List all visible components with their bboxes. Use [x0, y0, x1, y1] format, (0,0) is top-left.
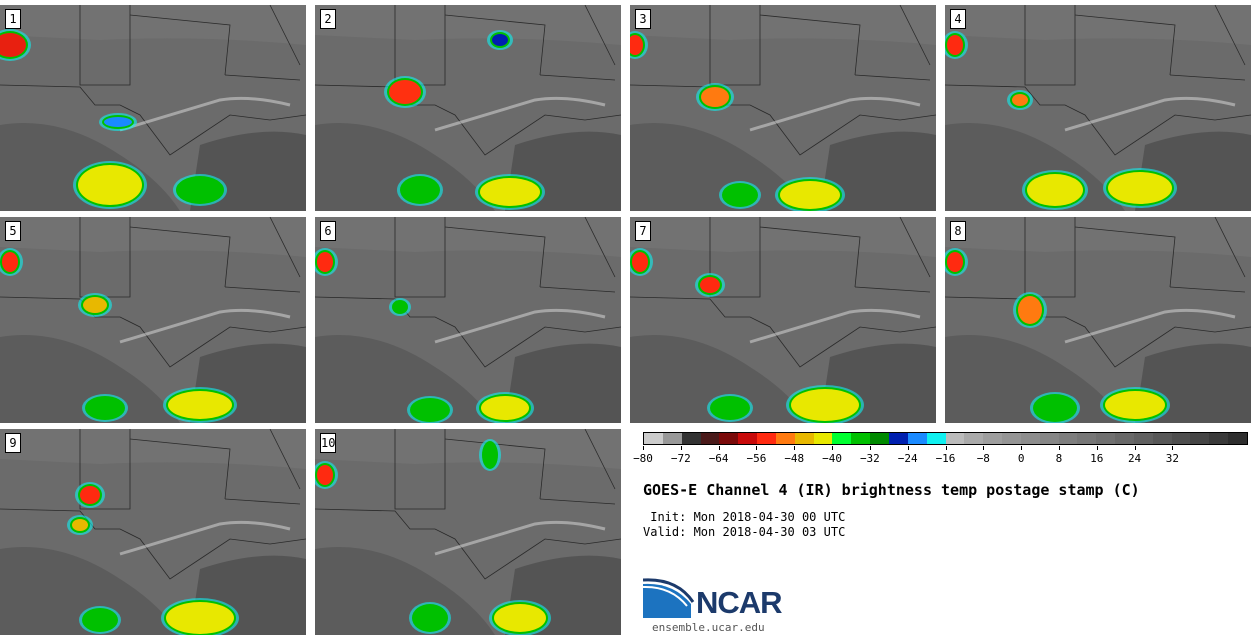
colorbar-segment [832, 433, 852, 444]
colorbar-tick [794, 446, 796, 450]
colorbar-tick [869, 446, 871, 450]
panel-label: 8 [950, 221, 966, 241]
colorbar-tick [680, 446, 682, 450]
colorbar-tick-label: −8 [976, 452, 990, 465]
postage-stamp-panel: 6 [315, 217, 621, 423]
colorbar-tick-label: −16 [935, 452, 956, 465]
ir-satellite-map-icon [630, 5, 936, 211]
temperature-colorbar [643, 432, 1248, 445]
colorbar-tick-label: −56 [746, 452, 767, 465]
panel-label: 2 [320, 9, 336, 29]
ir-satellite-map-icon [315, 217, 621, 423]
postage-stamp-panel: 4 [945, 5, 1251, 211]
colorbar-tick-label: 0 [1017, 452, 1025, 465]
panel-label: 7 [635, 221, 651, 241]
colorbar-tick [756, 446, 758, 450]
colorbar-tick [983, 446, 985, 450]
colorbar-tick-label: −32 [859, 452, 880, 465]
postage-stamp-panel: 10 [315, 429, 621, 635]
colorbar-segment [719, 433, 739, 444]
colorbar-tick-label: −40 [822, 452, 842, 465]
colorbar-segment [851, 433, 871, 444]
colorbar-tick [1058, 446, 1060, 450]
colorbar-segment [964, 433, 984, 444]
colorbar-tick-label: −48 [784, 452, 805, 465]
colorbar-segment [1077, 433, 1097, 444]
colorbar-segment [945, 433, 965, 444]
colorbar-tick [1134, 446, 1136, 450]
colorbar-segment [1190, 433, 1210, 444]
colorbar-segment [1115, 433, 1134, 444]
postage-stamp-panel: 9 [0, 429, 306, 635]
colorbar-tick [1172, 446, 1174, 450]
postage-stamp-panel: 5 [0, 217, 306, 423]
colorbar-tick [945, 446, 947, 450]
colorbar-segment [1152, 433, 1172, 444]
colorbar-tick-label: −80 [633, 452, 653, 465]
colorbar-tick-label: −64 [708, 452, 729, 465]
valid-time: Valid: Mon 2018-04-30 03 UTC [643, 525, 846, 539]
ir-satellite-map-icon [0, 217, 306, 423]
postage-stamp-panel: 7 [630, 217, 936, 423]
figure-title: GOES-E Channel 4 (IR) brightness temp po… [643, 481, 1140, 499]
postage-stamp-panel: 3 [630, 5, 936, 211]
colorbar-tick [832, 446, 834, 450]
colorbar-segment [926, 433, 946, 444]
panel-label: 6 [320, 221, 336, 241]
postage-stamp-panel: 8 [945, 217, 1251, 423]
colorbar-segment [983, 433, 1003, 444]
postage-stamp-panel: 1 [0, 5, 306, 211]
ir-satellite-map-icon [630, 217, 936, 423]
postage-stamp-panel: 2 [315, 5, 621, 211]
colorbar-segment [813, 433, 833, 444]
colorbar-segment [757, 433, 776, 444]
colorbar-segment [870, 433, 889, 444]
colorbar-segment [662, 433, 682, 444]
colorbar-segment [888, 433, 908, 444]
init-time: Init: Mon 2018-04-30 00 UTC [643, 510, 846, 524]
colorbar-segment [1039, 433, 1059, 444]
colorbar-segment [738, 433, 758, 444]
colorbar-segment [681, 433, 701, 444]
colorbar-tick-label: 8 [1055, 452, 1063, 465]
ncar-logo-icon [643, 578, 695, 618]
colorbar-segment [1209, 433, 1229, 444]
colorbar-tick-label: −72 [670, 452, 691, 465]
panel-label: 4 [950, 9, 966, 29]
website-url: ensemble.ucar.edu [652, 621, 765, 634]
colorbar-segment [700, 433, 720, 444]
colorbar-segment [1058, 433, 1078, 444]
colorbar-tick-label: 32 [1165, 452, 1179, 465]
ir-satellite-map-icon [945, 5, 1251, 211]
colorbar-tick [907, 446, 909, 450]
panel-label: 9 [5, 433, 21, 453]
panel-label: 3 [635, 9, 651, 29]
ncar-logo-text: NCAR [696, 585, 783, 620]
colorbar-segment [1228, 433, 1247, 444]
panel-label: 1 [5, 9, 21, 29]
ir-satellite-map-icon [315, 5, 621, 211]
colorbar-segment [644, 433, 663, 444]
colorbar-tick-label: 24 [1127, 452, 1142, 465]
colorbar-segment [1096, 433, 1116, 444]
colorbar-segment [907, 433, 927, 444]
colorbar-segment [775, 433, 795, 444]
colorbar-tick-label: 16 [1090, 452, 1104, 465]
colorbar-tick [643, 446, 644, 450]
colorbar-tick [718, 446, 720, 450]
colorbar-tick [1096, 446, 1098, 450]
ir-satellite-map-icon [945, 217, 1251, 423]
colorbar-segment [1133, 433, 1153, 444]
colorbar-segment [1020, 433, 1040, 444]
colorbar-segment [794, 433, 814, 444]
ir-satellite-map-icon [315, 429, 621, 635]
ir-satellite-map-icon [0, 429, 306, 635]
ir-satellite-map-icon [0, 5, 306, 211]
colorbar-segment [1002, 433, 1021, 444]
panel-label: 5 [5, 221, 21, 241]
panel-label: 10 [320, 433, 336, 453]
colorbar-tick [1021, 446, 1023, 450]
colorbar-segment [1171, 433, 1191, 444]
colorbar-tick-label: −24 [897, 452, 918, 465]
